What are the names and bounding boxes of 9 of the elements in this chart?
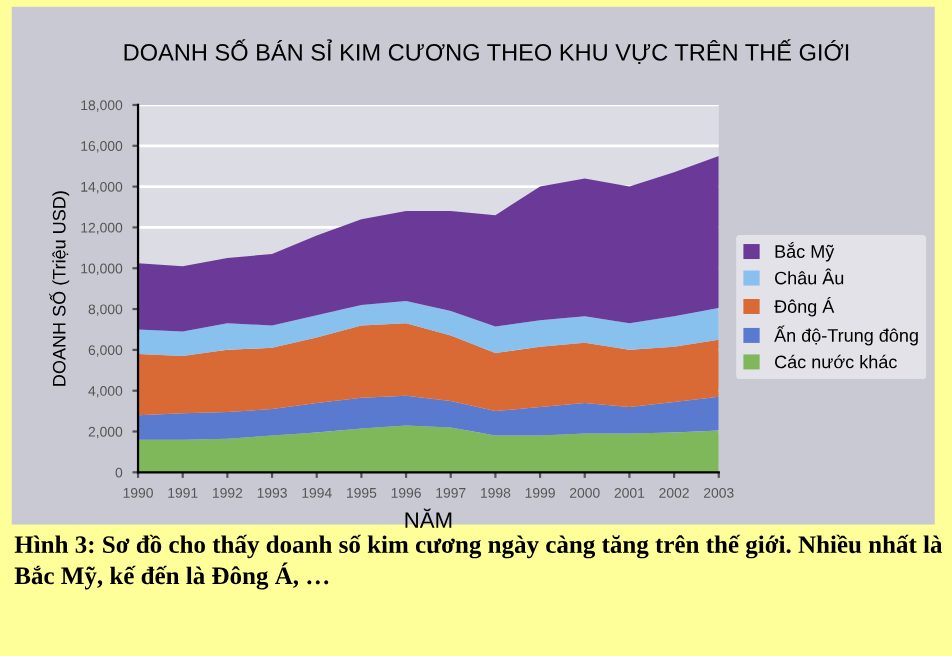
legend-label: Ấn độ-Trung đông — [774, 325, 918, 346]
chart-title: DOANH SỐ BÁN SỈ KIM CƯƠNG THEO KHU VỰC TRÊN THẾ GIỚI — [124, 39, 849, 65]
x-axis-title: NĂM — [405, 508, 452, 528]
y-axis-title: DOANH SỐ (Triệu USD) — [49, 191, 70, 386]
text: Hình 3: Sơ đồ cho thấy doanh số kim cương ngày càng tăng trên thế giới. Nhiều nhất là Bắc Mỹ, kế đến là Đông Á, … — [14, 534, 943, 590]
legend-label: Bắc Mỹ — [775, 242, 835, 262]
legend-label: Đông Á — [774, 297, 835, 317]
legend-label: Các nước khác — [775, 354, 897, 369]
legend-label: Châu Âu — [775, 268, 844, 285]
